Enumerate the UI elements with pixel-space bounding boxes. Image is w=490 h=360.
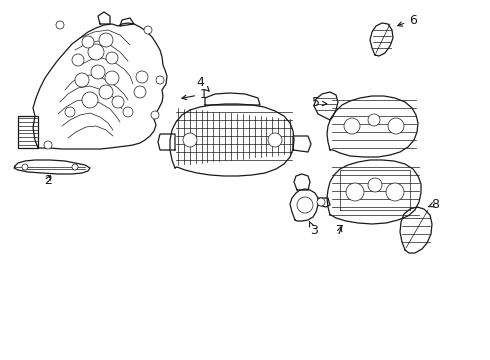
- Polygon shape: [18, 116, 38, 148]
- Circle shape: [91, 65, 105, 79]
- Circle shape: [112, 96, 124, 108]
- Polygon shape: [294, 174, 310, 190]
- Circle shape: [44, 141, 52, 149]
- Circle shape: [106, 52, 118, 64]
- Circle shape: [156, 76, 164, 84]
- Text: 2: 2: [44, 174, 52, 186]
- Circle shape: [22, 164, 28, 170]
- Circle shape: [99, 85, 113, 99]
- Polygon shape: [327, 96, 418, 157]
- Circle shape: [368, 114, 380, 126]
- Circle shape: [82, 36, 94, 48]
- Polygon shape: [290, 189, 318, 221]
- Polygon shape: [158, 134, 175, 150]
- Polygon shape: [400, 207, 432, 253]
- Polygon shape: [170, 104, 294, 176]
- Circle shape: [75, 73, 89, 87]
- Polygon shape: [318, 198, 330, 207]
- Polygon shape: [370, 23, 393, 56]
- Circle shape: [386, 183, 404, 201]
- Circle shape: [136, 71, 148, 83]
- Circle shape: [72, 54, 84, 66]
- Circle shape: [123, 107, 133, 117]
- Circle shape: [134, 86, 146, 98]
- Text: 5: 5: [312, 96, 327, 109]
- Polygon shape: [14, 160, 90, 174]
- Circle shape: [183, 133, 197, 147]
- Circle shape: [105, 71, 119, 85]
- Text: 8: 8: [428, 198, 439, 211]
- Polygon shape: [293, 136, 311, 152]
- Text: 3: 3: [309, 222, 318, 238]
- Circle shape: [268, 133, 282, 147]
- Text: 4: 4: [196, 76, 209, 91]
- Polygon shape: [205, 93, 260, 105]
- Text: 1: 1: [182, 87, 208, 100]
- Circle shape: [144, 26, 152, 34]
- Circle shape: [56, 21, 64, 29]
- Circle shape: [368, 178, 382, 192]
- Circle shape: [346, 183, 364, 201]
- Polygon shape: [327, 160, 421, 224]
- Polygon shape: [314, 92, 338, 120]
- Circle shape: [317, 198, 325, 206]
- Circle shape: [88, 44, 104, 60]
- Text: 7: 7: [336, 224, 344, 237]
- Polygon shape: [33, 23, 167, 149]
- Circle shape: [72, 164, 78, 170]
- Circle shape: [388, 118, 404, 134]
- Polygon shape: [98, 12, 110, 24]
- Circle shape: [344, 118, 360, 134]
- Circle shape: [65, 107, 75, 117]
- Circle shape: [151, 111, 159, 119]
- Text: 6: 6: [398, 13, 417, 27]
- Circle shape: [99, 33, 113, 47]
- Polygon shape: [120, 18, 134, 26]
- Circle shape: [82, 92, 98, 108]
- Circle shape: [297, 197, 313, 213]
